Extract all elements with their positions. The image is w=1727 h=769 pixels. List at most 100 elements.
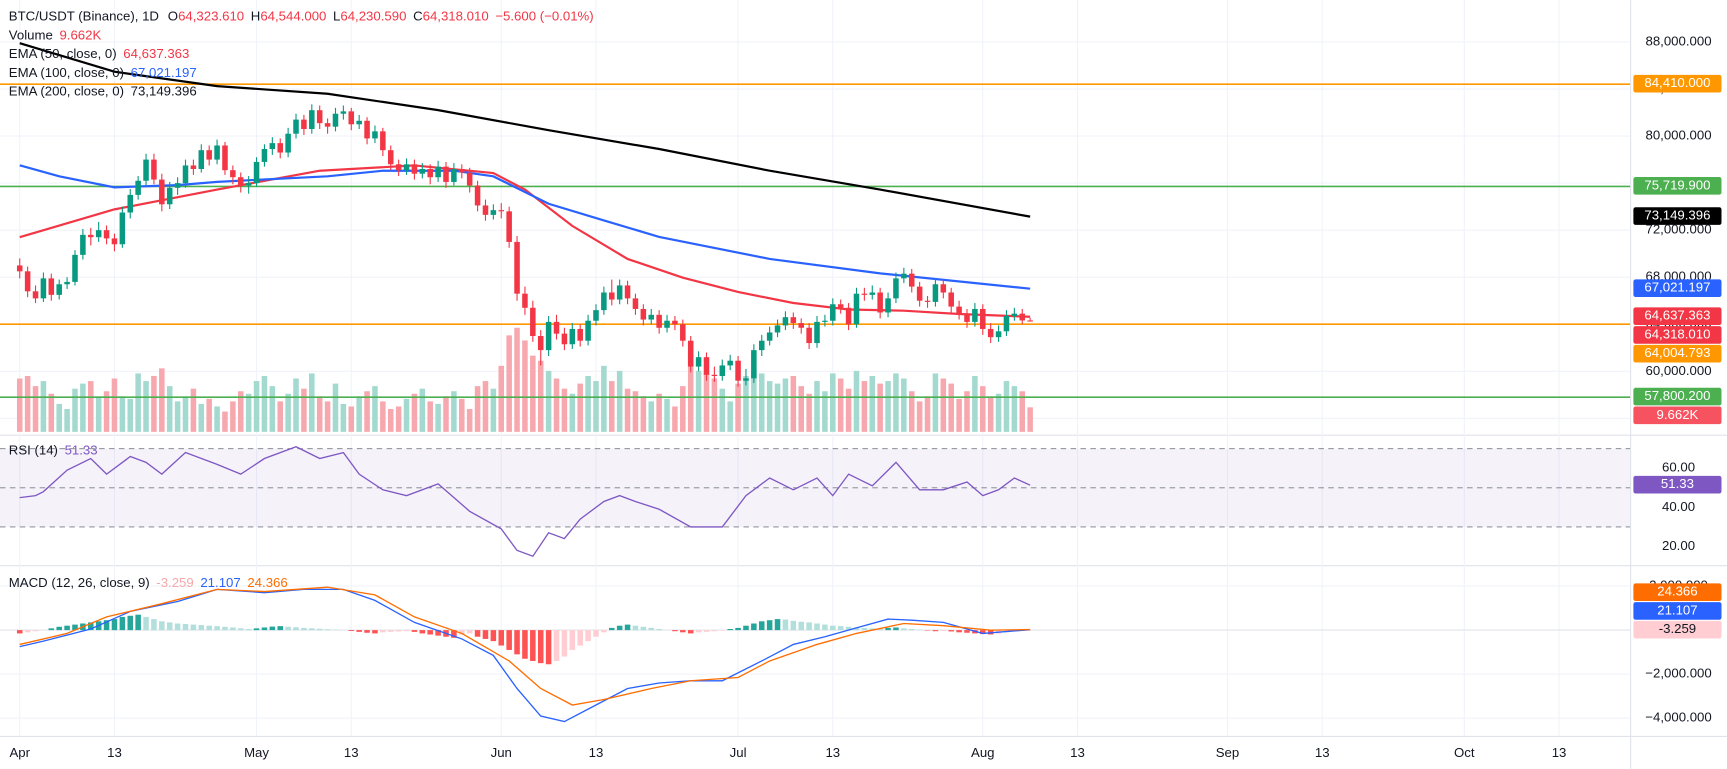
volume-bar: [640, 396, 647, 432]
macd-histogram-bar: [601, 630, 607, 633]
macd-histogram-bar: [466, 630, 473, 634]
macd-histogram-bar: [735, 627, 741, 631]
candle-body: [916, 286, 923, 301]
candle-body: [530, 307, 536, 337]
macd-histogram-bar: [940, 630, 947, 631]
candle-body: [182, 165, 189, 184]
volume-bar: [853, 370, 860, 432]
macd-histogram-bar: [119, 616, 126, 631]
volume-bar: [877, 383, 883, 432]
macd-histogram-bar: [506, 630, 512, 650]
volume-bar: [774, 383, 781, 432]
candle-body: [837, 304, 844, 308]
candle-body: [40, 278, 47, 299]
candle-body: [727, 360, 733, 366]
volume-bar: [332, 383, 339, 432]
price-badge-label: 67,021.197: [1644, 280, 1710, 295]
macd-histogram-bar: [893, 627, 899, 631]
candle-body: [80, 234, 86, 255]
macd-histogram-bar: [48, 628, 55, 631]
candle-body: [569, 328, 576, 345]
candle-body: [577, 328, 583, 341]
macd-histogram-bar: [703, 630, 710, 632]
volume-bar: [40, 381, 47, 432]
volume-bar: [119, 396, 126, 432]
macd-histogram-bar: [356, 630, 362, 632]
volume-bar: [751, 370, 757, 432]
macd-histogram-bar: [530, 630, 536, 661]
candle-body: [403, 164, 410, 171]
volume-bar: [601, 365, 607, 432]
volume-bar: [419, 388, 426, 432]
volume-bar: [814, 381, 820, 432]
volume-bar: [972, 375, 978, 432]
candle-body: [893, 278, 899, 299]
volume-bar: [72, 388, 78, 432]
candle-body: [237, 177, 244, 186]
y-tick-label: 80,000.000: [1645, 128, 1711, 143]
macd-histogram-bar: [301, 627, 307, 631]
macd-histogram-bar: [348, 630, 355, 631]
candle-body: [593, 310, 599, 321]
candle-body: [206, 150, 212, 160]
price-badge-label: 9.662K: [1657, 407, 1699, 422]
price-badge: [1633, 475, 1722, 494]
macd-histogram-bar: [411, 630, 418, 632]
macd-histogram-bar: [672, 630, 678, 632]
candle-body: [853, 293, 860, 325]
volume-bar: [924, 396, 931, 432]
candle-body: [16, 265, 23, 272]
candles: [16, 104, 1033, 387]
candle-body: [845, 307, 852, 325]
macd-histogram-bar: [908, 629, 915, 631]
volume-bar: [143, 381, 149, 432]
price-badge: [1633, 406, 1722, 425]
macd-histogram-bar: [932, 630, 939, 632]
x-tick-label: 13: [107, 745, 122, 760]
candle-body: [980, 308, 986, 329]
legend-text: 64,637.363: [123, 47, 189, 62]
price-badge: [1633, 344, 1722, 363]
price-badge: [1633, 279, 1722, 297]
candle-body: [1027, 320, 1033, 322]
price-badge: [1633, 583, 1722, 601]
candle-body: [356, 120, 362, 125]
macd-histogram-bar: [885, 627, 891, 631]
candle-body: [72, 254, 78, 282]
macd-histogram-bar: [135, 614, 141, 631]
candle-body: [751, 350, 757, 379]
candle-body: [253, 161, 260, 184]
legend-row: EMA (50, close, 0) 64,637.363: [9, 47, 190, 62]
macd-histogram-bar: [364, 630, 370, 633]
candle-body: [830, 304, 836, 321]
volume-bar: [703, 373, 710, 432]
volume-bar: [861, 381, 868, 432]
volume-bar: [214, 406, 220, 432]
volume-bar: [537, 360, 544, 432]
candle-body: [127, 194, 134, 213]
legend-text: 24.366: [247, 575, 287, 590]
volume-bar: [364, 391, 370, 432]
candle-body: [924, 300, 931, 302]
candle-body: [301, 119, 307, 130]
ema-line: [19, 42, 1031, 218]
price-badge-label: -3.259: [1659, 621, 1696, 636]
price-badge-label: 57,800.200: [1644, 388, 1710, 403]
candle-body: [632, 298, 639, 309]
volume-bar: [806, 393, 812, 432]
volume-bar: [901, 378, 907, 432]
x-tick-label: Apr: [9, 745, 30, 760]
candle-body: [285, 133, 291, 153]
volume-bar: [190, 388, 197, 432]
macd-histogram-bar: [758, 621, 765, 631]
volume-bar: [585, 375, 591, 432]
price-badge: [1633, 74, 1722, 93]
candle-body: [522, 293, 528, 308]
candle-body: [466, 172, 473, 186]
candle-body: [774, 325, 781, 333]
candle-body: [348, 111, 355, 125]
volume-bar: [932, 373, 939, 432]
candle-body: [88, 234, 94, 238]
volume-bar: [380, 401, 386, 432]
